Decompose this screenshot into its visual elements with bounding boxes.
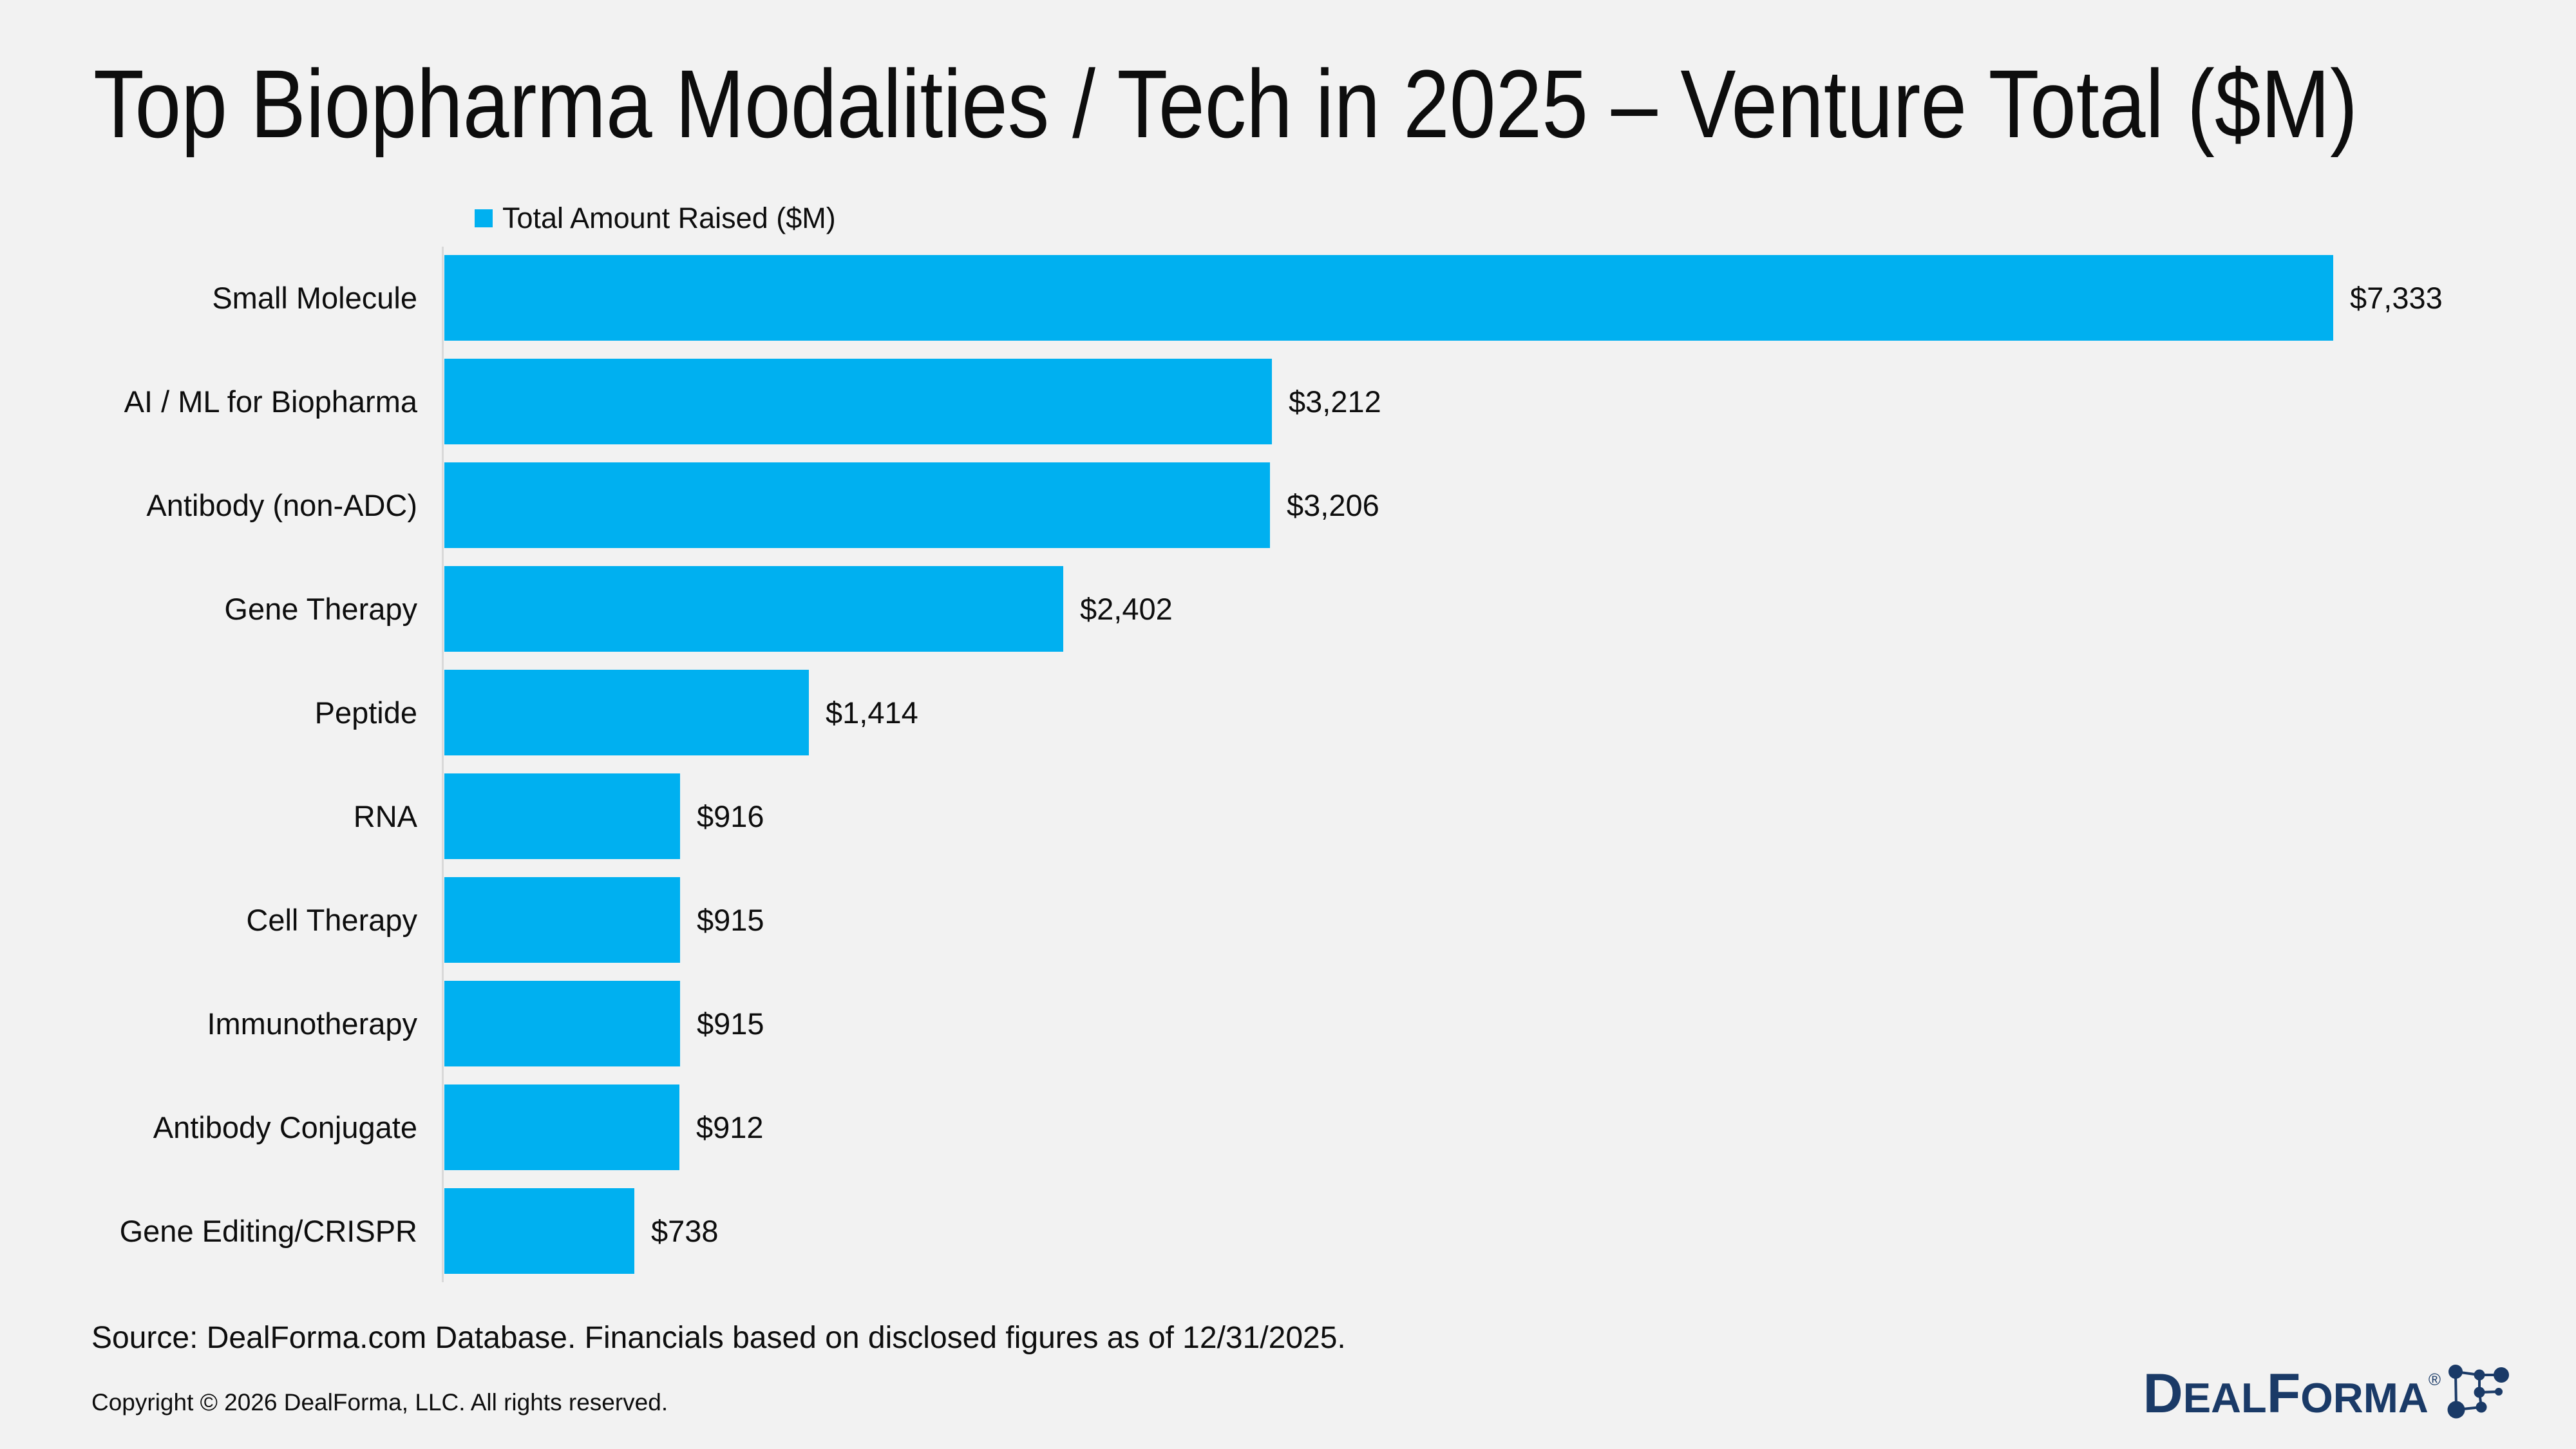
bar bbox=[444, 1084, 679, 1170]
category-label: Gene Editing/CRISPR bbox=[119, 1214, 417, 1248]
bar-row: Gene Editing/CRISPR $738 bbox=[0, 1188, 2576, 1292]
bar-row: Cell Therapy $915 bbox=[0, 877, 2576, 981]
category-label: Antibody (non-ADC) bbox=[146, 488, 417, 522]
bar-value-label: $3,212 bbox=[1289, 384, 1381, 419]
bar bbox=[444, 359, 1272, 444]
source-note: Source: DealForma.com Database. Financia… bbox=[91, 1321, 1346, 1355]
bar-value-label: $3,206 bbox=[1287, 488, 1379, 522]
registered-trademark-icon: ® bbox=[2428, 1370, 2441, 1389]
category-label: Antibody Conjugate bbox=[153, 1110, 417, 1144]
dealforma-logo-text: DEALFORMA® bbox=[2143, 1363, 2441, 1425]
bar-row: Small Molecule $7,333 bbox=[0, 255, 2576, 359]
bar-row: AI / ML for Biopharma $3,212 bbox=[0, 359, 2576, 462]
page-title: Top Biopharma Modalities / Tech in 2025 … bbox=[93, 50, 2358, 158]
category-label: Immunotherapy bbox=[207, 1007, 417, 1041]
bar bbox=[444, 981, 680, 1066]
bar-row: Antibody (non-ADC) $3,206 bbox=[0, 462, 2576, 566]
bar-value-label: $916 bbox=[697, 799, 764, 833]
category-label: RNA bbox=[353, 799, 417, 833]
legend-label: Total Amount Raised ($M) bbox=[502, 202, 836, 234]
bar bbox=[444, 877, 680, 963]
category-label: Gene Therapy bbox=[224, 592, 417, 626]
legend-swatch-icon bbox=[475, 209, 493, 227]
plot-area: Small Molecule $7,333 AI / ML for Biopharm… bbox=[0, 255, 2576, 1292]
logo-network-icon bbox=[2447, 1365, 2509, 1419]
bar bbox=[444, 462, 1270, 548]
category-label: Small Molecule bbox=[212, 281, 417, 315]
bar-row: Antibody Conjugate $912 bbox=[0, 1084, 2576, 1188]
bar-value-label: $915 bbox=[697, 1007, 764, 1041]
bar-value-label: $915 bbox=[697, 903, 764, 937]
bar bbox=[444, 255, 2333, 341]
bar-row: Peptide $1,414 bbox=[0, 670, 2576, 773]
legend: Total Amount Raised ($M) bbox=[475, 204, 836, 232]
category-label: Peptide bbox=[314, 696, 417, 730]
bar-value-label: $7,333 bbox=[2350, 281, 2443, 315]
bar bbox=[444, 1188, 634, 1274]
dealforma-logo: DEALFORMA® bbox=[2143, 1356, 2519, 1421]
bar-value-label: $738 bbox=[651, 1214, 719, 1248]
y-axis-line bbox=[442, 247, 444, 1282]
bar bbox=[444, 670, 809, 755]
copyright-note: Copyright © 2026 DealForma, LLC. All rig… bbox=[91, 1389, 668, 1416]
bar-value-label: $2,402 bbox=[1080, 592, 1173, 626]
category-label: Cell Therapy bbox=[246, 903, 417, 937]
bar-row: Immunotherapy $915 bbox=[0, 981, 2576, 1084]
bar-row: RNA $916 bbox=[0, 773, 2576, 877]
category-label: AI / ML for Biopharma bbox=[124, 384, 417, 419]
bar-value-label: $912 bbox=[696, 1110, 764, 1144]
bar-row: Gene Therapy $2,402 bbox=[0, 566, 2576, 670]
bar-value-label: $1,414 bbox=[826, 696, 918, 730]
bar bbox=[444, 566, 1063, 652]
bar bbox=[444, 773, 680, 859]
